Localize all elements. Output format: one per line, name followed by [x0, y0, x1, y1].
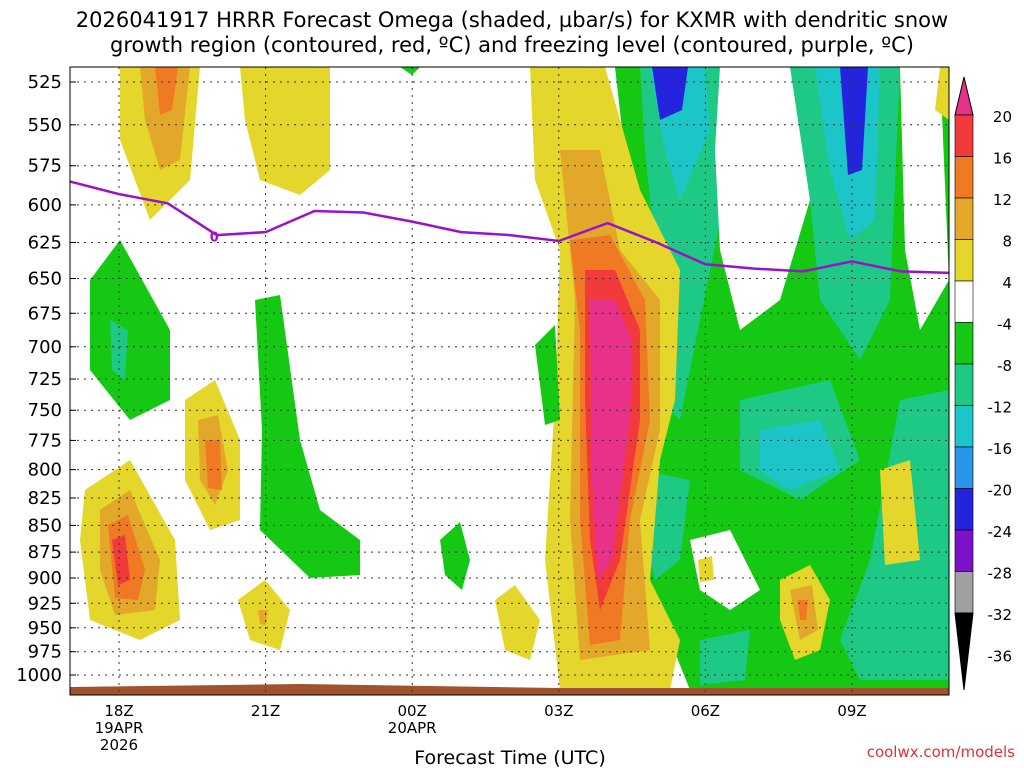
y-tick-label: 600 [28, 195, 62, 216]
y-axis-tick-labels: 525 550 575 600 625 650 675 700 725 750 775 800 825 8… [16, 72, 62, 686]
y-tick-label: 625 [28, 232, 62, 253]
ground-band [70, 684, 949, 695]
credit-text: coolwx.com/models [867, 743, 1015, 761]
colorbar: 20 16 12 8 4 -4 -8 -12 -16 -20 -24 -28 -32 -36 [954, 76, 1013, 691]
freezing-level-contour: 0 [69, 180, 950, 275]
y-tick-label: 725 [28, 369, 62, 390]
colorbar-label: -12 [988, 399, 1013, 417]
y-tick-label: 550 [28, 115, 62, 136]
colorbar-label: 20 [993, 108, 1012, 126]
gridlines [70, 67, 949, 695]
y-tick-label: 750 [28, 400, 62, 421]
y-tick-label: 900 [28, 568, 62, 589]
chart-title-line2: growth region (contoured, red, ºC) and f… [110, 33, 914, 57]
y-tick-label: 975 [28, 642, 62, 663]
colorbar-label: 12 [993, 191, 1012, 209]
x-tick-label: 09Z [837, 702, 866, 720]
x-tick-label: 20APR [388, 719, 437, 737]
y-tick-label: 675 [28, 303, 62, 324]
x-tick-label: 2026 [100, 736, 138, 754]
colorbar-bin [954, 156, 974, 199]
plot-frame [69, 66, 950, 696]
colorbar-label: 8 [1002, 233, 1012, 251]
y-tick-label: 800 [28, 460, 62, 481]
colorbar-bin [954, 280, 974, 323]
colorbar-label: 4 [1002, 274, 1012, 292]
colorbar-label: -4 [997, 316, 1012, 334]
colorbar-label: -8 [997, 357, 1012, 375]
colorbar-bin [954, 488, 974, 531]
x-tick-label: 21Z [251, 702, 280, 720]
y-tick-label: 925 [28, 593, 62, 614]
y-tick-label: 950 [28, 618, 62, 639]
y-tick-label: 850 [28, 515, 62, 536]
y-tick-label: 575 [28, 156, 62, 177]
colorbar-bin [954, 322, 974, 365]
colorbar-label: 16 [993, 150, 1012, 168]
colorbar-bin [954, 363, 974, 406]
colorbar-arrow-top [954, 76, 974, 116]
y-tick-label: 825 [28, 488, 62, 509]
x-axis-title: Forecast Time (UTC) [414, 747, 605, 768]
x-tick-label: 03Z [544, 702, 573, 720]
colorbar-bin [954, 114, 974, 157]
colorbar-label: -20 [988, 482, 1013, 500]
freezing-level-label: 0 [210, 231, 219, 246]
colorbar-label: -36 [988, 648, 1013, 666]
y-tick-label: 700 [28, 337, 62, 358]
omega-shading [80, 67, 949, 690]
y-tick-label: 1000 [16, 665, 62, 686]
x-tick-label: 18Z [104, 702, 133, 720]
colorbar-bin [954, 529, 974, 572]
colorbar-label: -16 [988, 440, 1013, 458]
x-tick-label: 00Z [398, 702, 427, 720]
colorbar-label: -32 [988, 606, 1013, 624]
y-tick-label: 525 [28, 72, 62, 93]
colorbar-bin [954, 239, 974, 282]
y-tick-label: 775 [28, 430, 62, 451]
colorbar-bin [954, 197, 974, 240]
y-tick-label: 650 [28, 269, 62, 290]
x-tick-label: 06Z [691, 702, 720, 720]
colorbar-bin [954, 405, 974, 448]
colorbar-label: -24 [988, 523, 1013, 541]
freezing-level-line [69, 180, 950, 275]
colorbar-bin [954, 571, 974, 614]
colorbar-arrow-bottom [954, 612, 974, 691]
y-tick-label: 875 [28, 542, 62, 563]
colorbar-label: -28 [988, 565, 1013, 583]
chart-title-line1: 2026041917 HRRR Forecast Omega (shaded, … [76, 8, 948, 32]
x-tick-label: 19APR [95, 719, 144, 737]
colorbar-bin [954, 446, 974, 489]
